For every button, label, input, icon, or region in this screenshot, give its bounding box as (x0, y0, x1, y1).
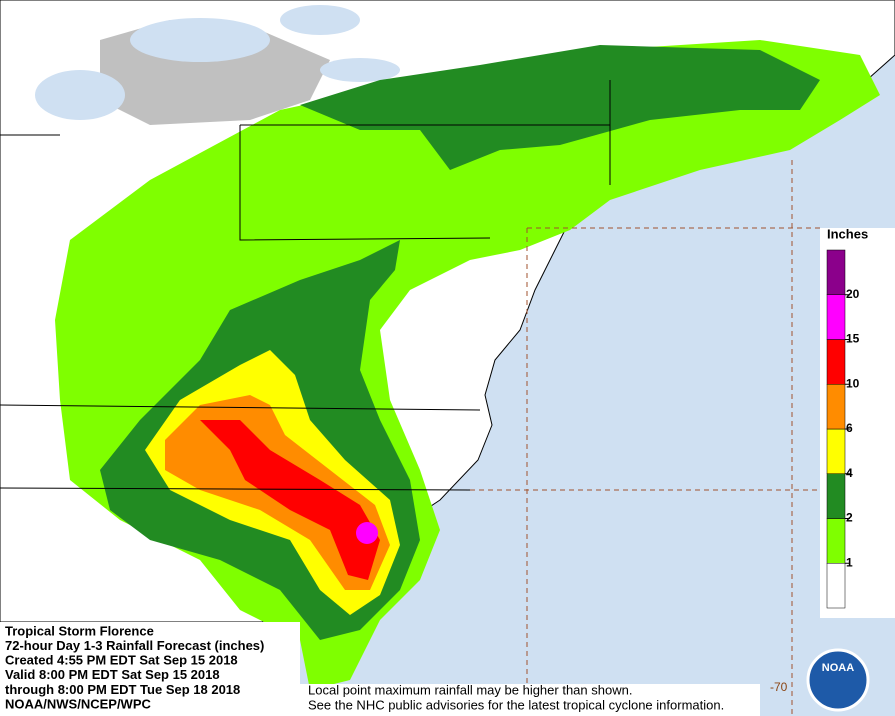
lake (280, 5, 360, 35)
footnotes: Local point maximum rainfall may be high… (308, 682, 724, 712)
legend-label: 15 (846, 332, 860, 346)
rain-2-4-north (300, 45, 820, 170)
legend-label: 4 (846, 466, 853, 480)
noaa-logo (806, 648, 870, 712)
header-line: Tropical Storm Florence (5, 623, 154, 638)
legend-label: 6 (846, 421, 853, 435)
legend-label: 10 (846, 376, 860, 390)
info-box (0, 622, 300, 716)
header-line: 72-hour Day 1-3 Rainfall Forecast (inche… (5, 638, 264, 653)
graticule (470, 160, 820, 716)
footnote: Local point maximum rainfall may be high… (308, 682, 632, 697)
legend-swatch (826, 294, 846, 340)
legend-swatch (826, 249, 846, 295)
rain-15-20 (356, 522, 378, 544)
legend-swatch (826, 563, 846, 609)
lake (130, 18, 270, 62)
legend-swatch (826, 428, 846, 474)
legend-swatch (826, 384, 846, 430)
header-line: through 8:00 PM EDT Tue Sep 18 2018 (5, 682, 240, 697)
longitude-label: -70 (770, 680, 788, 694)
footnote-box (300, 684, 760, 716)
legend-label: 2 (846, 511, 853, 525)
footnote: See the NHC public advisories for the la… (308, 697, 724, 712)
legend-title: Inches (827, 226, 868, 241)
legend: 1 2 4 6 10 15 20 (826, 249, 860, 609)
header-line: Created 4:55 PM EDT Sat Sep 15 2018 (5, 653, 238, 668)
header-line: NOAA/NWS/NCEP/WPC (5, 696, 152, 711)
logo-text: NOAA (822, 662, 854, 674)
lake (35, 70, 125, 120)
lake (320, 58, 400, 82)
legend-swatch (826, 518, 846, 564)
legend-label: 1 (846, 555, 853, 569)
legend-swatch (826, 473, 846, 519)
borders (0, 80, 611, 491)
legend-label: 20 (846, 287, 860, 301)
legend-swatch (826, 339, 846, 385)
rain-10-15 (200, 420, 380, 580)
header-line: Valid 8:00 PM EDT Sat Sep 15 2018 (5, 667, 220, 682)
